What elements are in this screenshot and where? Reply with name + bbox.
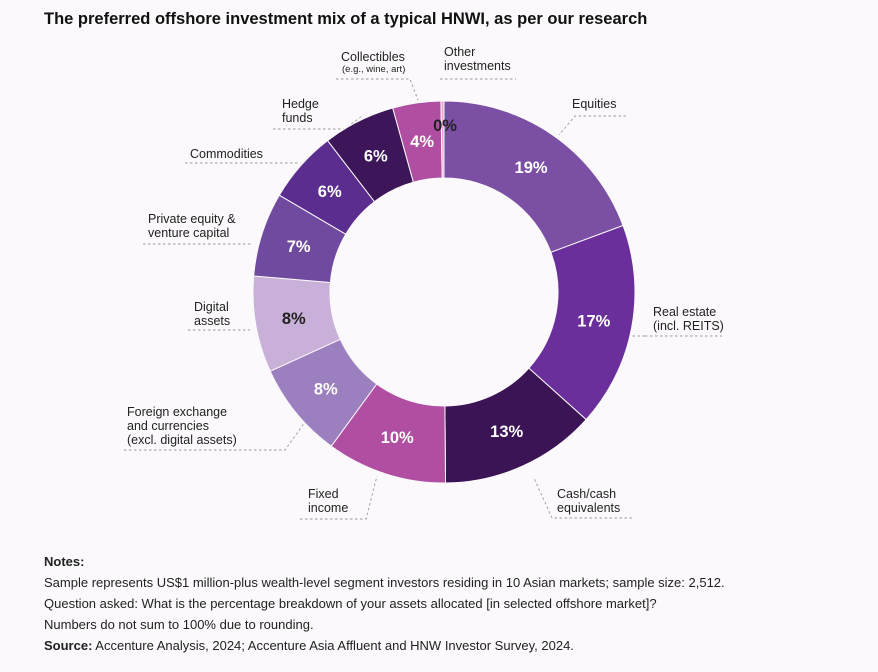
label-forex: Foreign exchange and currencies (excl. dig… xyxy=(127,405,237,447)
percent-label: 17% xyxy=(577,312,610,330)
leader-line xyxy=(336,78,419,101)
label-equities: Equities xyxy=(572,97,617,111)
label-digital-assets: Digital assets xyxy=(194,300,231,328)
percent-label: 0% xyxy=(433,117,457,135)
label-commodities: Commodities xyxy=(190,147,263,161)
percent-label: 6% xyxy=(364,148,388,166)
percent-label: 4% xyxy=(410,133,434,151)
leader-line xyxy=(533,477,632,519)
donut-slice xyxy=(440,100,445,179)
percent-label: 19% xyxy=(515,159,548,177)
notes-heading: Notes: xyxy=(44,554,85,569)
percent-label: 6% xyxy=(318,183,342,201)
leader-line xyxy=(558,115,626,136)
donut-slice xyxy=(443,100,624,253)
source-line: Source: Accenture Analysis, 2024; Accent… xyxy=(44,635,725,656)
note-line: Question asked: What is the percentage b… xyxy=(44,596,657,611)
note-line: Numbers do not sum to 100% due to roundi… xyxy=(44,617,314,632)
label-cash: Cash/cash equivalents xyxy=(557,487,621,515)
percent-labels: 19% 17% 13% 10% 8% 8% 7% 6% 6% 4%0% xyxy=(282,117,611,447)
label-real-estate: Real estate (incl. REITS) xyxy=(653,305,724,333)
label-collectibles-sub: (e.g., wine, art) xyxy=(342,64,406,75)
percent-label: 13% xyxy=(490,423,523,441)
leader-line xyxy=(300,475,378,520)
notes-section: Notes: Sample represents US$1 million-pl… xyxy=(44,551,725,656)
note-line: Sample represents US$1 million-plus weal… xyxy=(44,575,725,590)
label-private-equity: Private equity & venture capital xyxy=(148,212,236,240)
percent-label: 8% xyxy=(314,380,338,398)
donut-slice xyxy=(528,224,636,421)
label-hedge-funds: Hedge funds xyxy=(282,97,319,125)
label-fixed-income: Fixed income xyxy=(308,487,349,515)
donut-slices xyxy=(252,100,636,484)
source-text: Accenture Analysis, 2024; Accenture Asia… xyxy=(92,638,574,653)
label-collectibles: Collectibles xyxy=(341,50,405,64)
percent-label: 10% xyxy=(381,429,414,447)
percent-label: 7% xyxy=(287,238,311,256)
source-label: Source: xyxy=(44,638,93,653)
label-other-investments: Other investments xyxy=(444,45,511,73)
leader-line xyxy=(124,421,306,451)
percent-label: 8% xyxy=(282,310,306,328)
chart-title: The preferred offshore investment mix of… xyxy=(44,10,648,28)
